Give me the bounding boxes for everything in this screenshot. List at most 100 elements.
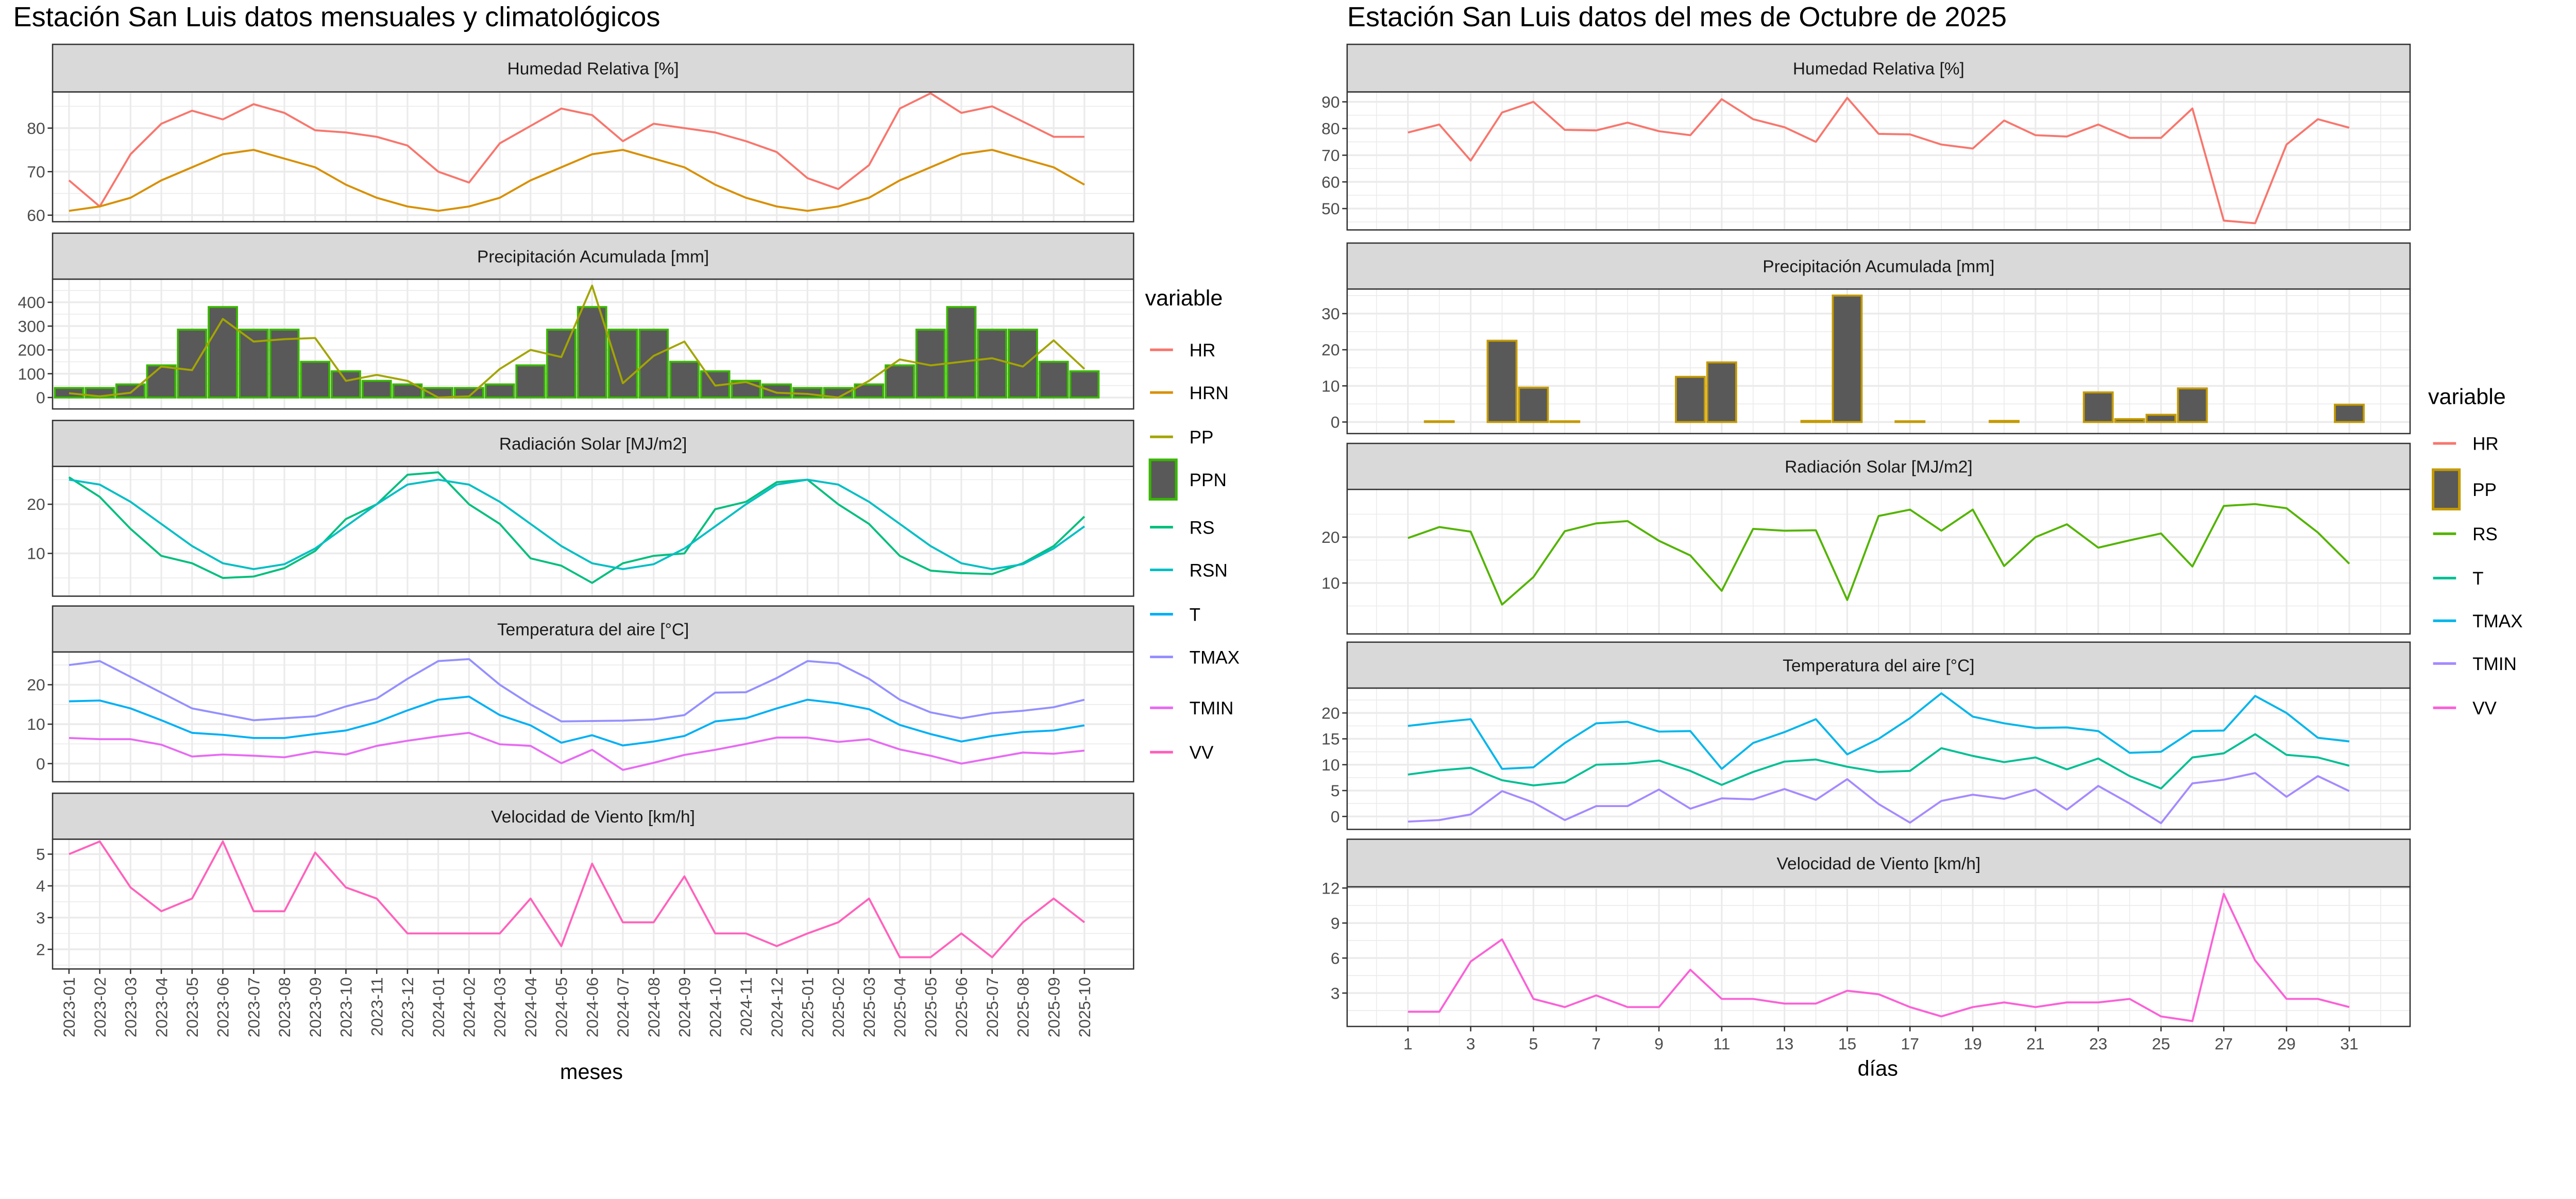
legend-title: variable: [1145, 286, 1223, 311]
x-tick-label: 2025-05: [921, 977, 940, 1037]
line-RSN: [69, 478, 1085, 570]
x-tick-label: 2024-04: [521, 977, 540, 1037]
bar-PP: [2334, 403, 2365, 423]
x-tick-label: 2025-09: [1044, 977, 1063, 1037]
bar-PP: [1989, 420, 2020, 423]
bar-PPN: [208, 306, 238, 399]
y-tick-label: 3: [36, 909, 45, 927]
facet-strip: [1346, 43, 2411, 93]
bar-PPN: [885, 364, 915, 399]
bar-PP: [1706, 361, 1737, 423]
x-tick-label: 2023-07: [244, 977, 263, 1037]
facet-strip: [1346, 442, 2411, 490]
x-tick-label: 7: [1591, 1035, 1601, 1053]
x-tick-label: 31: [2340, 1035, 2358, 1053]
facet-panel: Humedad Relativa [%] 50 60 70 80 90: [1321, 43, 2411, 231]
bar-PP: [2082, 391, 2114, 423]
legend-title: variable: [2428, 384, 2506, 409]
bar-PPN: [761, 383, 792, 399]
panel-border: [1346, 488, 2411, 635]
y-tick-label: 2: [36, 940, 45, 958]
legend-label: TMIN: [2472, 654, 2517, 674]
bar-PPN: [946, 306, 977, 399]
x-tick-label: 1: [1403, 1035, 1413, 1053]
x-tick-label: 2025-08: [1014, 977, 1032, 1037]
facet-strip-label: Precipitación Acumulada [mm]: [1762, 258, 1994, 277]
x-tick-label: 2023-11: [367, 977, 386, 1036]
y-tick-label: 10: [1321, 574, 1340, 592]
bar-PPN: [54, 387, 84, 399]
line-T: [69, 695, 1085, 747]
panel-border: [1346, 687, 2411, 830]
line-VV: [69, 840, 1086, 958]
x-tick-label: 2024-07: [614, 977, 632, 1037]
facet-panel: Radiación Solar [MJ/m2] 10 20: [1321, 442, 2411, 635]
panel-border: [52, 91, 1134, 222]
y-tick-label: 9: [1331, 914, 1340, 932]
x-tick-label: 2024-10: [706, 977, 724, 1037]
legend-label: VV: [1190, 743, 1214, 763]
monthly-chart: Estación San Luis datos mensuales y clim…: [13, 2, 1240, 1084]
facet-strip-label: Radiación Solar [MJ/m2]: [1785, 458, 1973, 477]
x-tick-label: 2023-08: [275, 977, 294, 1037]
bar-PPN: [854, 383, 885, 399]
y-tick-label: 15: [1321, 730, 1340, 748]
bar-PPN: [331, 370, 361, 399]
y-tick-label: 80: [27, 119, 45, 138]
facet-strip-label: Temperatura del aire [°C]: [1783, 657, 1974, 676]
x-tick-label: 2024-02: [460, 977, 479, 1037]
facet-panel: Precipitación Acumulada [mm] 0 100 200 300 40…: [18, 232, 1134, 410]
bar-PP: [2145, 414, 2177, 423]
bar-PPN: [484, 383, 515, 399]
legend-label: HR: [1190, 340, 1216, 361]
bar-PPN: [300, 361, 331, 399]
panel-border: [52, 278, 1134, 410]
panel-border: [52, 651, 1134, 783]
y-tick-label: 400: [18, 293, 45, 312]
facet-strip-label: Velocidad de Viento [km/h]: [491, 808, 695, 827]
x-tick-label: 2025-04: [891, 977, 909, 1037]
y-tick-label: 5: [1331, 781, 1340, 800]
panel-border: [1346, 91, 2411, 231]
y-tick-label: 0: [36, 388, 45, 407]
legend-label: RS: [2472, 524, 2498, 544]
x-tick-label: 2025-06: [952, 977, 971, 1037]
chart-title: Estación San Luis datos mensuales y clim…: [13, 2, 660, 32]
legend-key-PPN: [1148, 458, 1178, 501]
facet-strip-label: Humedad Relativa [%]: [1793, 59, 1964, 78]
x-tick-label: 3: [1466, 1035, 1476, 1053]
legend-label: PP: [2472, 480, 2497, 500]
y-tick-label: 30: [1321, 304, 1340, 323]
climate-figure: Estación San Luis datos mensuales y clim…: [13, 2, 2523, 1084]
y-tick-label: 20: [1321, 340, 1340, 359]
legend-label: PPN: [1190, 470, 1227, 490]
bar-PP: [1486, 339, 1518, 423]
panel-border: [52, 838, 1134, 970]
x-tick-label: 2023-06: [214, 977, 232, 1037]
bar-PP: [1800, 420, 1832, 423]
legend-key-PP: [2432, 468, 2461, 511]
facet-panel: Temperatura del aire [°C] 0 5 10 15 20: [1321, 641, 2411, 830]
x-tick-label: 25: [2152, 1035, 2170, 1053]
x-tick-label: 2024-06: [583, 977, 601, 1037]
y-tick-label: 100: [18, 365, 45, 383]
line-HRN: [69, 149, 1085, 212]
x-tick-label: 2025-10: [1075, 977, 1094, 1037]
legend-label: RSN: [1190, 560, 1228, 580]
legend-label: T: [2472, 569, 2483, 589]
x-tick-label: 23: [2089, 1035, 2107, 1053]
x-tick-label: 2023-01: [60, 977, 78, 1037]
facet-panel: Temperatura del aire [°C] 0 10 20: [27, 605, 1134, 783]
y-tick-label: 3: [1331, 984, 1340, 1002]
x-tick-label: 21: [2026, 1035, 2044, 1053]
bar-PP: [1518, 386, 1549, 423]
bar-PP: [1675, 375, 1706, 423]
legend-label: T: [1190, 605, 1200, 625]
bar-PPN: [1069, 370, 1100, 399]
line-PP: [69, 284, 1086, 399]
line-TMAX: [69, 658, 1085, 723]
x-tick-label: 2023-09: [306, 977, 325, 1037]
legend-label: PP: [1190, 427, 1214, 448]
legend-label: HRN: [1190, 383, 1229, 403]
